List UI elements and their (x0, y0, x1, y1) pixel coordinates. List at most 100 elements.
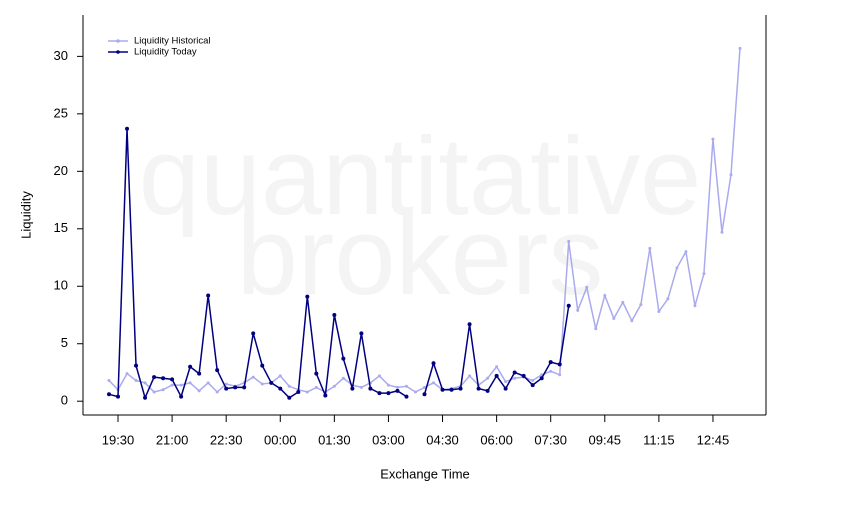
data-point (404, 394, 409, 399)
data-point (539, 376, 544, 381)
data-point (495, 365, 499, 369)
data-point (440, 387, 445, 392)
data-point (513, 376, 517, 380)
data-point (423, 385, 426, 389)
data-point (485, 388, 490, 393)
x-tick-label: 07:30 (534, 432, 567, 447)
data-point (305, 294, 310, 299)
y-tick-label: 5 (61, 335, 68, 350)
data-point (206, 381, 210, 385)
data-point (269, 380, 274, 385)
data-point (242, 385, 247, 390)
y-tick-label: 20 (54, 163, 68, 178)
data-point (404, 384, 408, 388)
data-point (116, 394, 121, 399)
data-point (368, 386, 373, 391)
data-point (639, 303, 643, 307)
data-point (215, 368, 220, 373)
x-tick-label: 04:30 (426, 432, 459, 447)
data-point (738, 46, 742, 50)
x-axis-label: Exchange Time (380, 466, 470, 481)
data-point (125, 126, 130, 131)
data-point (711, 137, 715, 141)
data-point (431, 361, 436, 366)
data-point (332, 384, 336, 388)
data-point (278, 386, 283, 391)
data-point (720, 230, 724, 234)
data-point (594, 327, 598, 331)
data-point (585, 285, 589, 289)
data-point (467, 322, 472, 327)
data-point (134, 363, 139, 368)
y-tick-label: 25 (54, 105, 68, 120)
data-point (251, 375, 255, 379)
data-point (422, 392, 427, 397)
data-point (107, 392, 111, 397)
data-point (143, 395, 148, 400)
x-tick-label: 19:30 (102, 432, 135, 447)
data-point (260, 382, 264, 386)
x-tick-label: 03:00 (372, 432, 405, 447)
data-point (449, 387, 454, 392)
data-point (530, 383, 535, 388)
data-point (323, 393, 328, 398)
data-point (278, 374, 282, 378)
data-point (512, 370, 517, 375)
data-point (206, 293, 211, 298)
series-line (108, 128, 407, 400)
data-point (549, 369, 553, 373)
data-point (648, 246, 652, 250)
y-tick-label: 15 (54, 220, 68, 235)
x-tick-label: 11:15 (643, 432, 675, 447)
data-point (521, 373, 526, 378)
data-point (675, 266, 679, 270)
data-point (287, 384, 291, 388)
data-point (557, 362, 562, 367)
x-tick-label: 21:00 (156, 432, 189, 447)
data-point (152, 375, 157, 380)
data-point (359, 385, 363, 389)
data-point (233, 385, 238, 390)
data-point (197, 371, 202, 376)
data-point (603, 293, 607, 297)
data-point (107, 379, 111, 383)
data-point (341, 376, 345, 380)
data-point (332, 313, 337, 317)
y-tick-label: 10 (54, 278, 68, 293)
data-point (395, 385, 399, 389)
y-tick-label: 30 (54, 48, 68, 63)
data-point (729, 173, 733, 177)
data-point (314, 385, 318, 389)
data-point (143, 381, 147, 385)
data-point (188, 364, 193, 369)
data-point (215, 390, 219, 394)
legend-swatch (116, 39, 120, 43)
legend-label: Liquidity Today (134, 47, 197, 58)
data-point (341, 356, 346, 361)
data-point (377, 391, 382, 396)
data-point (702, 272, 706, 276)
data-point (260, 363, 265, 368)
data-point (548, 360, 553, 365)
data-point (657, 310, 661, 314)
data-point (386, 391, 391, 396)
data-point (359, 331, 364, 336)
x-tick-label: 01:30 (318, 432, 351, 447)
data-point (161, 388, 165, 392)
data-point (494, 373, 499, 378)
data-point (684, 250, 688, 254)
data-point (531, 379, 535, 383)
y-axis-label: Liquidity (18, 191, 33, 239)
data-point (486, 376, 490, 380)
x-tick-label: 12:45 (697, 432, 730, 447)
data-point (197, 389, 201, 393)
data-point (134, 379, 138, 383)
legend-label: Liquidity Historical (134, 36, 211, 47)
data-point (567, 239, 571, 243)
data-point (558, 373, 562, 377)
data-point (179, 394, 184, 399)
x-tick-label: 06:00 (480, 432, 513, 447)
data-point (224, 382, 228, 386)
x-tick-label: 00:00 (264, 432, 297, 447)
